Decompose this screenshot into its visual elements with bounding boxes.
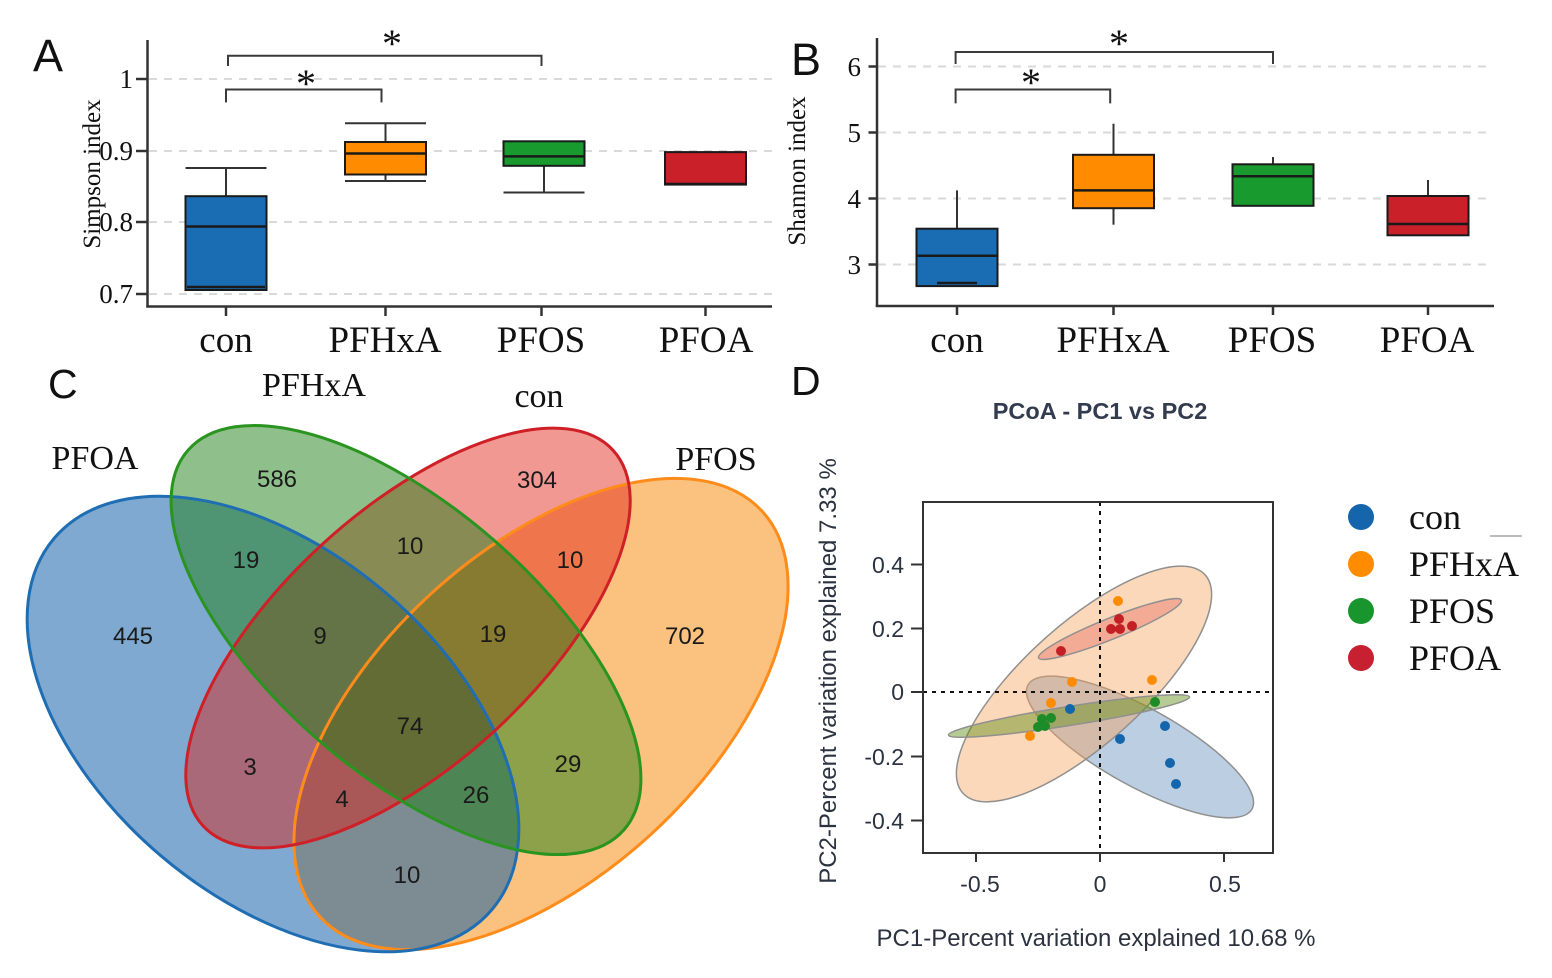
svg-text:19: 19 (233, 547, 260, 574)
svg-text:PCoA - PC1 vs PC2: PCoA - PC1 vs PC2 (993, 398, 1208, 424)
svg-text:PFOS: PFOS (1228, 320, 1316, 361)
svg-text:A: A (33, 30, 63, 81)
svg-text:0.7: 0.7 (99, 279, 133, 309)
svg-text:10: 10 (394, 862, 421, 889)
svg-text:*: * (1109, 21, 1129, 66)
svg-text:0.9: 0.9 (99, 136, 133, 166)
svg-text:D: D (791, 358, 821, 404)
svg-text:PC1-Percent variation explaine: PC1-Percent variation explained 10.68 % (877, 925, 1316, 952)
svg-text:PFHxA: PFHxA (328, 320, 441, 361)
svg-text:0: 0 (1094, 871, 1107, 897)
svg-text:*: * (382, 21, 402, 66)
svg-text:Simpson index: Simpson index (79, 99, 106, 249)
svg-text:10: 10 (557, 547, 584, 574)
svg-text:*: * (1021, 60, 1041, 105)
svg-text:1: 1 (120, 64, 134, 94)
svg-text:0: 0 (891, 679, 904, 705)
svg-text:PFOS: PFOS (1409, 591, 1495, 631)
svg-text:5: 5 (848, 118, 862, 148)
svg-text:4: 4 (848, 184, 862, 214)
svg-text:*: * (296, 61, 316, 106)
svg-text:0.4: 0.4 (872, 552, 904, 578)
svg-text:3: 3 (243, 754, 256, 781)
svg-text:0.5: 0.5 (1209, 871, 1241, 897)
svg-text:3: 3 (848, 250, 862, 280)
svg-text:B: B (791, 34, 821, 85)
svg-text:con: con (514, 378, 563, 415)
svg-text:74: 74 (397, 713, 424, 740)
svg-text:PFHxA: PFHxA (1409, 544, 1519, 584)
svg-text:PFHxA: PFHxA (1056, 320, 1169, 361)
svg-text:9: 9 (313, 623, 326, 650)
svg-text:C: C (48, 361, 78, 407)
svg-text:PFOS: PFOS (675, 441, 756, 478)
svg-text:29: 29 (555, 751, 582, 778)
svg-text:-0.2: -0.2 (864, 744, 904, 770)
svg-text:Shannon index: Shannon index (784, 96, 811, 246)
svg-text:0.2: 0.2 (872, 616, 904, 642)
svg-text:6: 6 (848, 52, 862, 82)
svg-text:0.8: 0.8 (99, 207, 133, 237)
svg-text:con: con (1409, 497, 1461, 537)
svg-text:con: con (199, 320, 252, 361)
svg-text:304: 304 (517, 467, 557, 494)
svg-text:19: 19 (480, 621, 507, 648)
svg-text:445: 445 (113, 623, 153, 650)
svg-text:PFOA: PFOA (52, 440, 139, 477)
svg-text:PFOA: PFOA (1409, 638, 1501, 678)
svg-text:4: 4 (335, 786, 348, 813)
svg-text:con: con (930, 320, 983, 361)
svg-text:702: 702 (665, 623, 705, 650)
svg-text:586: 586 (257, 466, 297, 493)
svg-text:PFOA: PFOA (1380, 320, 1475, 361)
svg-text:26: 26 (463, 782, 490, 809)
svg-text:PC2-Percent variation explaine: PC2-Percent variation explained 7.33 % (815, 458, 842, 884)
svg-text:PFOA: PFOA (659, 320, 754, 361)
svg-text:PFOS: PFOS (497, 320, 585, 361)
svg-text:PFHxA: PFHxA (262, 367, 366, 404)
svg-text:-0.5: -0.5 (960, 871, 1000, 897)
svg-text:10: 10 (397, 533, 424, 560)
svg-text:-0.4: -0.4 (864, 808, 904, 834)
